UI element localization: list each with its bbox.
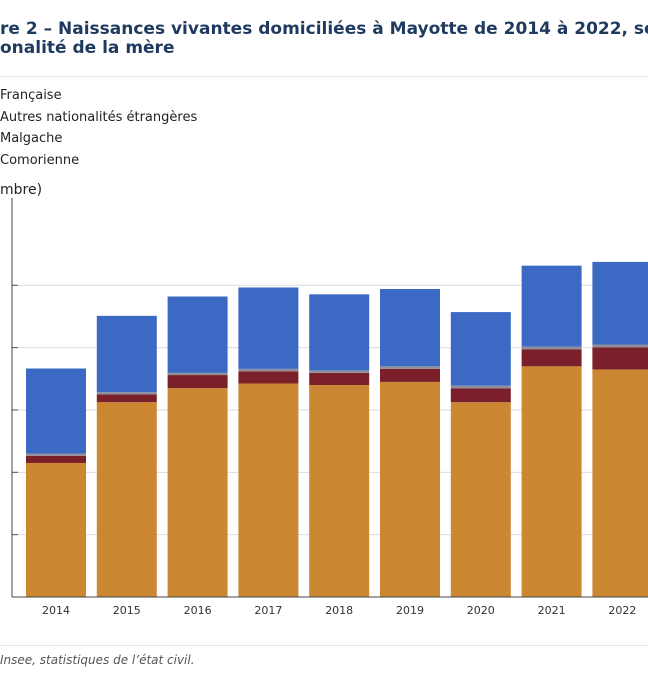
x-tick-label-2021: 2021 [538,604,566,617]
bar-segment-malgache-2021 [521,349,582,367]
legend-item-comorienne: Comorienne [0,152,80,168]
x-tick-label-2016: 2016 [184,604,212,617]
x-tick-label-2017: 2017 [254,604,282,617]
legend-item-francaise: Française [0,88,62,103]
bar-segment-autres-2018 [309,370,370,373]
bar-segment-comorienne-2018 [309,385,370,597]
x-tick-label-2022: 2022 [608,604,636,617]
bar-segment-autres-2020 [450,385,511,389]
bar-segment-autres-2014 [26,453,86,456]
bar-segment-comorienne-2017 [238,383,299,597]
bar-segment-malgache-2020 [450,388,511,403]
chart-title: re 2 – Naissances vivantes domiciliées à… [0,20,648,58]
x-tick-label-2018: 2018 [325,604,353,617]
bar-segment-francaise-2018 [309,294,370,371]
legend: Française Autres nationalités étrangères… [0,85,197,171]
bar-segment-malgache-2019 [380,368,440,382]
bar-segment-francaise-2017 [238,287,299,369]
bar-segment-comorienne-2020 [450,402,511,597]
bar-segment-autres-2021 [521,346,582,350]
bar-segment-malgache-2015 [96,394,157,403]
bar-segment-malgache-2017 [238,371,299,384]
bar-segment-autres-2017 [238,368,299,372]
bar-segment-comorienne-2014 [26,462,86,597]
bar-segment-autres-2019 [380,366,440,369]
source-note: Insee, statistiques de l’état civil. [0,653,195,667]
bar-segment-francaise-2021 [521,265,582,347]
bar-segment-comorienne-2019 [380,381,440,597]
bar-segment-francaise-2020 [450,312,511,386]
bar-segment-francaise-2015 [96,315,157,393]
bar-segment-francaise-2022 [592,261,648,345]
x-tick-label-2015: 2015 [113,604,141,617]
bar-segment-malgache-2016 [167,375,228,389]
bar-segment-autres-2022 [592,344,648,348]
bar-segment-comorienne-2022 [592,369,648,597]
bar-segment-autres-2015 [96,392,157,395]
x-tick-label-2014: 2014 [42,604,70,617]
bar-segment-comorienne-2015 [96,402,157,597]
bar-segment-comorienne-2021 [521,366,582,597]
bar-segment-malgache-2022 [592,347,648,370]
legend-item-malgache: Malgache [0,131,63,146]
bar-segment-malgache-2018 [309,372,370,386]
y-axis-unit-label: mbre) [0,182,43,198]
legend-item-autres: Autres nationalités étrangères [0,109,198,125]
bar-segment-comorienne-2016 [167,388,228,597]
bar-segment-autres-2016 [167,372,228,376]
bar-segment-malgache-2014 [26,455,86,463]
x-tick-label-2019: 2019 [396,604,424,617]
x-tick-label-2020: 2020 [467,604,495,617]
bar-segment-francaise-2016 [167,296,228,373]
bar-segment-francaise-2019 [380,289,440,367]
chart-title-line2: onalité de la mère [0,38,175,58]
chart-title-line1: re 2 – Naissances vivantes domiciliées à… [0,20,648,39]
bar-segment-francaise-2014 [26,368,86,454]
